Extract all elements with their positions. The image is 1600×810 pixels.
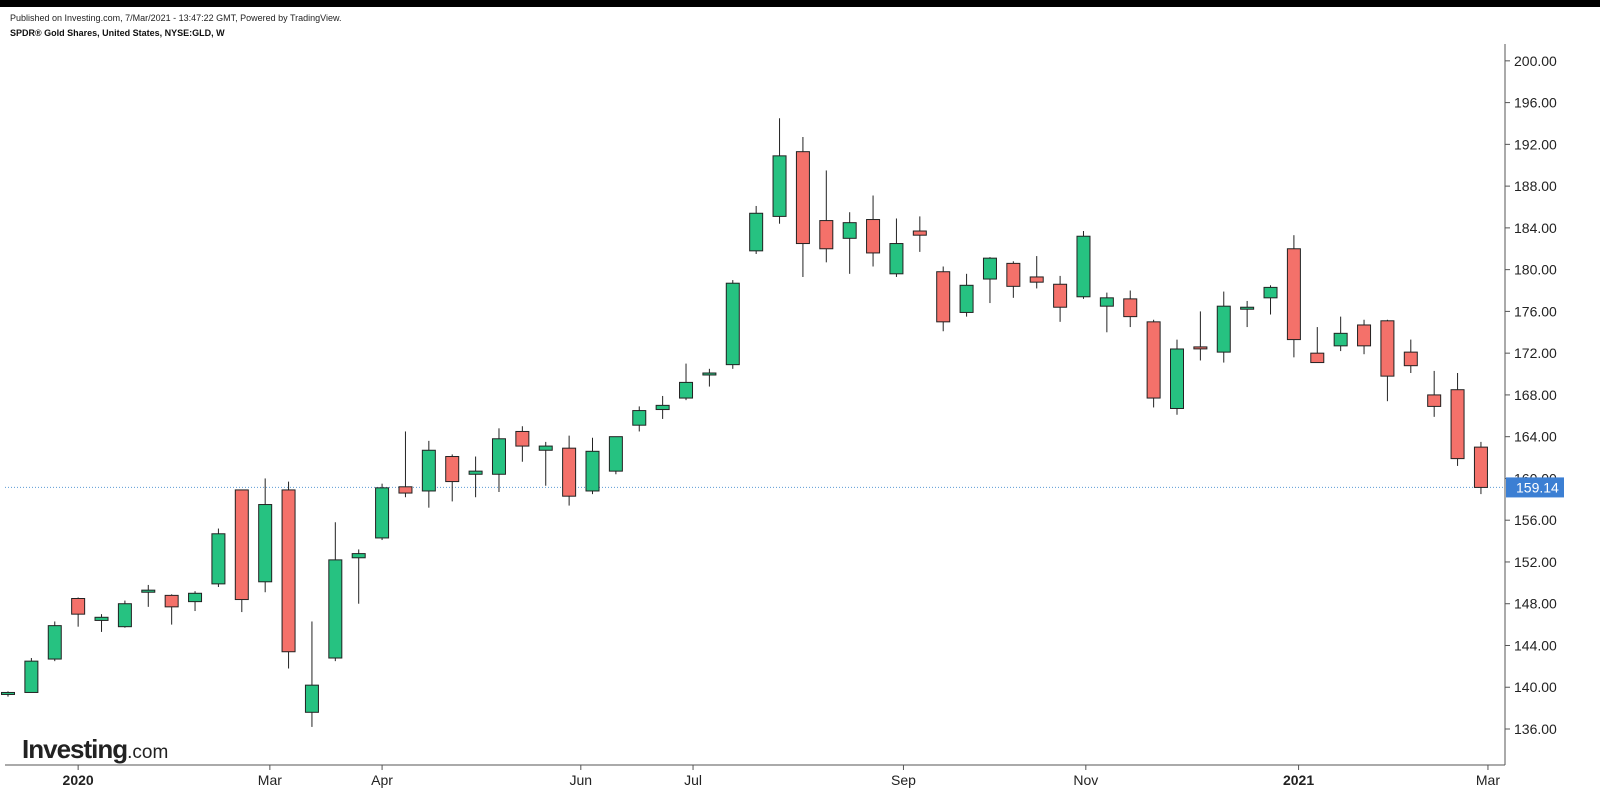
last-price-tag — [1506, 477, 1564, 498]
candle-body-up — [328, 559, 343, 659]
top-border-bar — [0, 0, 1600, 7]
candle-body-down — [1146, 321, 1161, 399]
y-tick-label: 196.00 — [1514, 95, 1557, 111]
candle-body-up — [538, 445, 553, 451]
candle-body-down — [1310, 352, 1325, 364]
logo-brand-text: Investing — [22, 734, 128, 764]
candle-body-down — [819, 220, 834, 250]
candle-body-down — [562, 447, 577, 497]
candle-body-up — [655, 404, 670, 411]
candle-body-up — [117, 603, 132, 628]
y-tick-label: 176.00 — [1514, 303, 1557, 319]
candle-body-up — [1099, 297, 1114, 307]
candle-body-up — [211, 533, 226, 585]
candle-body-down — [866, 219, 881, 254]
x-tick-label: Jun — [570, 772, 593, 788]
y-tick-label: 180.00 — [1514, 262, 1557, 278]
candle-body-down — [936, 271, 951, 323]
candle-body-up — [1333, 332, 1348, 347]
candle-body-down — [1029, 276, 1044, 283]
candle-body-down — [1357, 324, 1372, 347]
last-price-label: 159.14 — [1516, 479, 1559, 495]
x-tick-label: Sep — [891, 772, 916, 788]
candle-body-down — [1193, 346, 1208, 350]
candle-body-down — [515, 430, 530, 447]
candle-body-up — [585, 450, 600, 492]
candle-body-down — [1473, 446, 1488, 488]
candle-body-up — [375, 487, 390, 539]
candle-body-up — [632, 410, 647, 426]
candle-body-down — [1450, 389, 1465, 460]
published-caption: Published on Investing.com, 7/Mar/2021 -… — [10, 13, 342, 23]
candle-body-up — [982, 257, 997, 280]
candle-body-up — [351, 553, 366, 559]
candle-body-down — [1427, 394, 1442, 407]
candle-body-up — [702, 372, 717, 376]
candle-body-down — [912, 230, 927, 236]
candle-body-up — [141, 589, 156, 593]
candle-body-down — [1380, 320, 1395, 377]
candle-body-down — [398, 486, 413, 494]
x-tick-label: 2020 — [63, 772, 94, 788]
candle-body-down — [281, 489, 296, 653]
y-tick-label: 200.00 — [1514, 53, 1557, 69]
candle-body-up — [258, 504, 273, 583]
candle-body-up — [959, 284, 974, 313]
logo-suffix-text: .com — [127, 742, 169, 763]
candle-body-down — [795, 151, 810, 245]
y-tick-label: 136.00 — [1514, 721, 1557, 737]
y-tick-label: 140.00 — [1514, 679, 1557, 695]
candle-body-up — [679, 381, 694, 399]
y-tick-label: 168.00 — [1514, 387, 1557, 403]
y-tick-label: 172.00 — [1514, 345, 1557, 361]
candle-body-up — [1240, 306, 1255, 310]
candle-body-down — [234, 489, 249, 601]
candle-body-up — [1, 691, 15, 695]
investing-logo: Investing.com — [22, 734, 168, 765]
x-tick-label: Jul — [684, 772, 702, 788]
candle-body-down — [1053, 283, 1068, 308]
y-tick-label: 184.00 — [1514, 220, 1557, 236]
y-tick-label: 152.00 — [1514, 554, 1557, 570]
y-tick-label: 144.00 — [1514, 637, 1557, 653]
symbol-caption: SPDR® Gold Shares, United States, NYSE:G… — [10, 28, 225, 38]
x-tick-label: Mar — [1476, 772, 1500, 788]
y-tick-label: 156.00 — [1514, 512, 1557, 528]
candle-body-up — [491, 438, 506, 475]
candle-body-down — [1286, 248, 1301, 341]
candle-body-down — [445, 456, 460, 483]
x-tick-label: Mar — [258, 772, 282, 788]
y-tick-label: 188.00 — [1514, 178, 1557, 194]
candle-body-up — [94, 616, 109, 621]
candle-body-up — [889, 243, 904, 275]
candle-body-up — [468, 470, 483, 475]
candle-body-down — [71, 598, 86, 615]
candle-body-down — [1006, 262, 1021, 287]
candle-body-up — [772, 155, 787, 217]
candle-body-up — [1170, 348, 1184, 409]
candle-body-down — [1403, 351, 1418, 367]
candle-body-up — [1216, 305, 1231, 353]
x-tick-label: Nov — [1073, 772, 1098, 788]
candle-body-up — [608, 436, 623, 472]
y-tick-label: 148.00 — [1514, 596, 1557, 612]
candle-body-up — [188, 592, 203, 603]
candle-body-up — [749, 212, 764, 252]
y-tick-label: 164.00 — [1514, 429, 1557, 445]
candle-body-up — [47, 625, 62, 660]
candle-body-up — [304, 684, 319, 713]
candle-body-up — [24, 660, 39, 693]
candle-body-down — [1123, 298, 1138, 318]
x-tick-label: Apr — [371, 772, 393, 788]
candle-body-up — [1263, 286, 1278, 299]
candle-body-up — [421, 449, 436, 492]
y-tick-label: 192.00 — [1514, 136, 1557, 152]
candle-body-up — [842, 222, 857, 239]
x-tick-label: 2021 — [1283, 772, 1314, 788]
candle-body-up — [1076, 235, 1091, 298]
candle-body-up — [725, 282, 740, 366]
candle-body-down — [164, 594, 179, 608]
